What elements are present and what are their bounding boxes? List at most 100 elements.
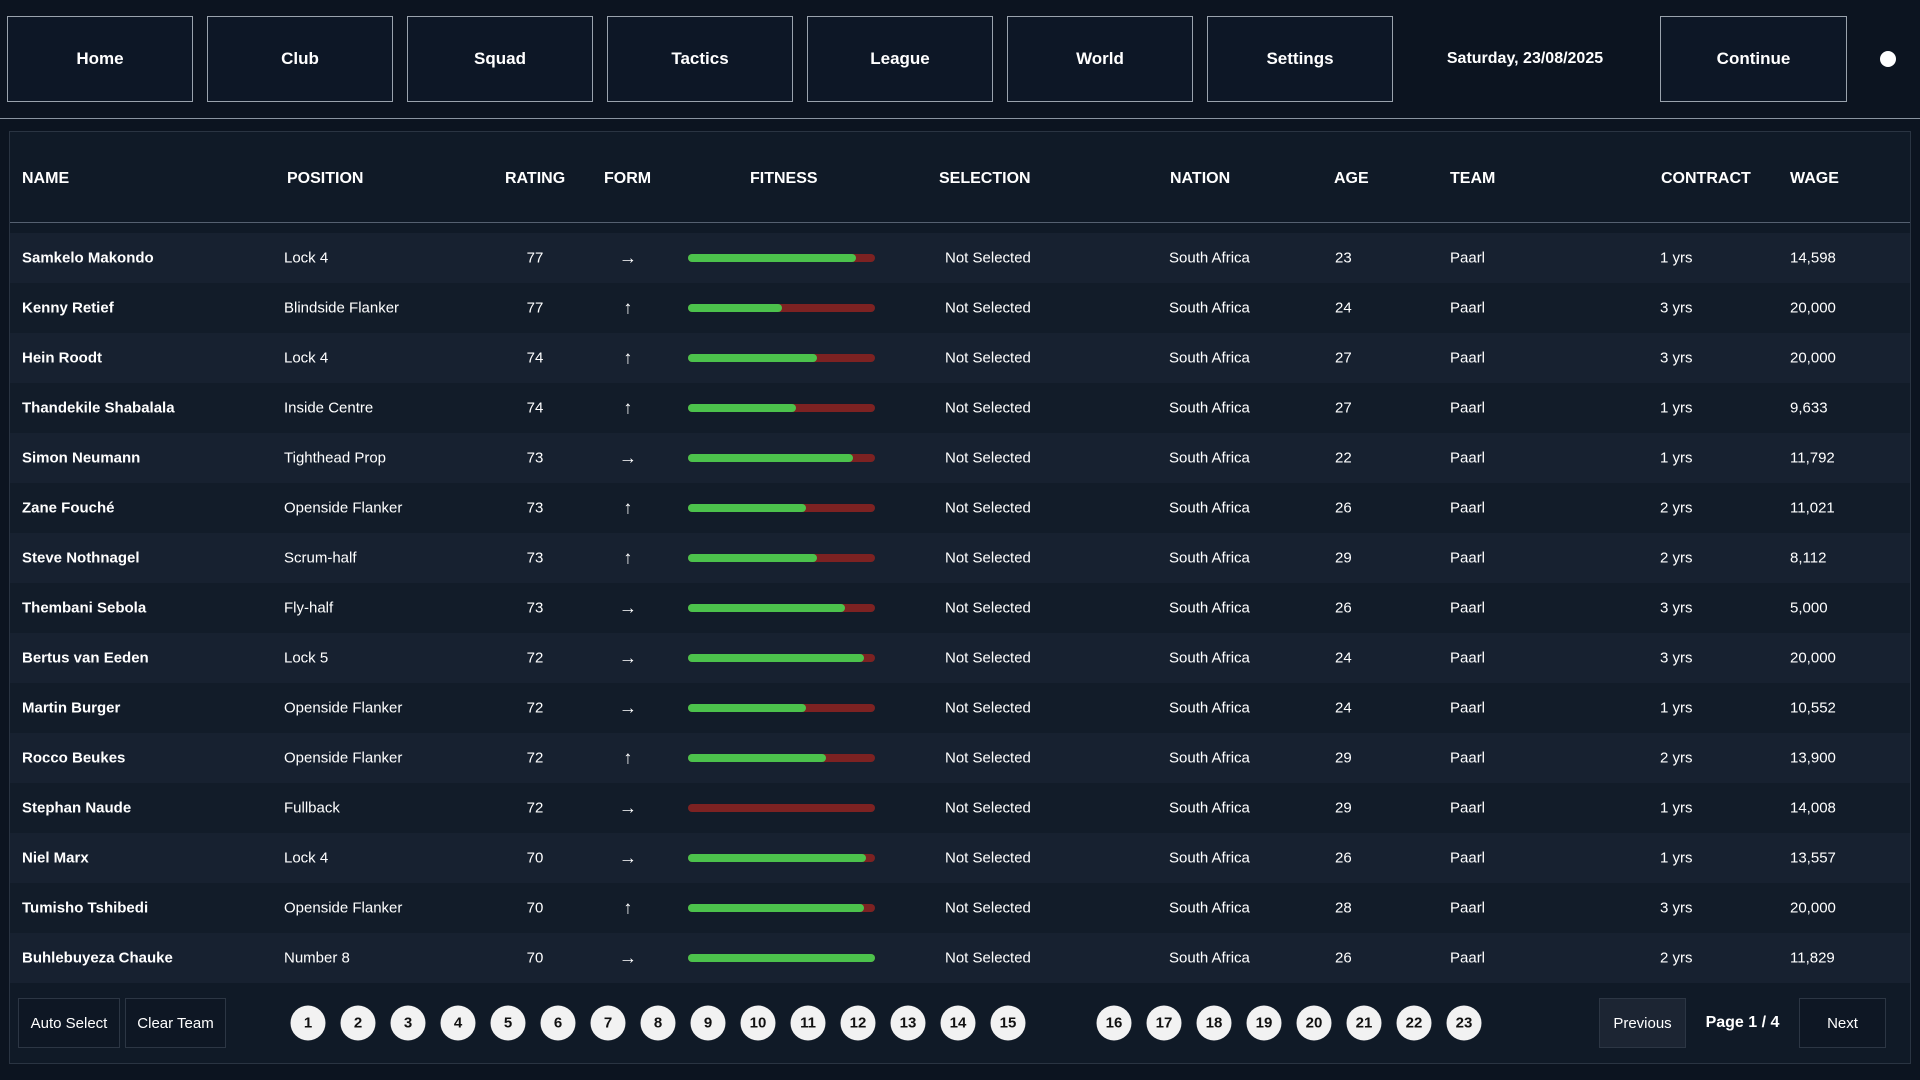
fitness-bar bbox=[688, 304, 782, 312]
nav-button[interactable]: Settings bbox=[1207, 16, 1393, 102]
cell-team: Paarl bbox=[1450, 299, 1486, 317]
cell-selection: Not Selected bbox=[945, 899, 1031, 917]
nav-button[interactable]: Home bbox=[7, 16, 193, 102]
page-button[interactable]: 22 bbox=[1396, 1005, 1432, 1041]
page-button[interactable]: 7 bbox=[590, 1005, 626, 1041]
page-button[interactable]: 1 bbox=[290, 1005, 326, 1041]
fitness-bar bbox=[688, 354, 818, 362]
nav-button[interactable]: Tactics bbox=[607, 16, 793, 102]
cell-rating: 73 bbox=[526, 449, 544, 467]
cell-selection: Not Selected bbox=[945, 799, 1031, 817]
table-row bbox=[10, 833, 1910, 883]
cell-name: Tumisho Tshibedi bbox=[22, 899, 149, 917]
cell-position: Inside Centre bbox=[284, 399, 374, 417]
page-button[interactable]: 9 bbox=[690, 1005, 726, 1041]
page-button[interactable]: 10 bbox=[740, 1005, 776, 1041]
page-button[interactable]: 11 bbox=[790, 1005, 826, 1041]
cell-rating: 74 bbox=[526, 399, 544, 417]
cell-form: → bbox=[619, 947, 637, 968]
cell-position: Fly-half bbox=[284, 599, 334, 617]
page-button[interactable]: 14 bbox=[940, 1005, 976, 1041]
cell-nation: South Africa bbox=[1169, 649, 1250, 667]
cell-team: Paarl bbox=[1450, 549, 1486, 567]
cell-wage: 14,598 bbox=[1790, 249, 1836, 267]
table-row bbox=[10, 333, 1910, 383]
cell-name: Stephan Naude bbox=[22, 799, 132, 817]
cell-rating: 72 bbox=[526, 699, 544, 717]
cell-selection: Not Selected bbox=[945, 949, 1031, 967]
header-divider bbox=[10, 222, 1910, 223]
cell-selection: Not Selected bbox=[945, 499, 1031, 517]
column-header: POSITION bbox=[287, 170, 364, 187]
previous-button[interactable]: Previous bbox=[1599, 998, 1686, 1048]
page-button[interactable]: 8 bbox=[640, 1005, 676, 1041]
fitness-track bbox=[688, 304, 875, 312]
page-button[interactable]: 19 bbox=[1246, 1005, 1282, 1041]
cell-age: 27 bbox=[1335, 399, 1352, 417]
cell-team: Paarl bbox=[1450, 349, 1486, 367]
cell-nation: South Africa bbox=[1169, 449, 1250, 467]
cell-form: → bbox=[619, 597, 637, 618]
page-button[interactable]: 6 bbox=[540, 1005, 576, 1041]
cell-position: Lock 5 bbox=[284, 649, 329, 667]
cell-form: ↑ bbox=[623, 747, 633, 768]
cell-position: Lock 4 bbox=[284, 249, 329, 267]
cell-position: Openside Flanker bbox=[284, 899, 403, 917]
cell-contract: 3 yrs bbox=[1660, 649, 1693, 667]
cell-team: Paarl bbox=[1450, 849, 1486, 867]
continue-button[interactable]: Continue bbox=[1660, 16, 1847, 102]
column-header: FITNESS bbox=[750, 170, 818, 187]
page-button[interactable]: 4 bbox=[440, 1005, 476, 1041]
fitness-bar bbox=[688, 654, 864, 662]
cell-wage: 11,792 bbox=[1790, 449, 1835, 467]
nav-button[interactable]: Club bbox=[207, 16, 393, 102]
nav-button[interactable]: League bbox=[807, 16, 993, 102]
cell-position: Lock 4 bbox=[284, 349, 329, 367]
cell-name: Martin Burger bbox=[22, 699, 121, 717]
cell-team: Paarl bbox=[1450, 949, 1486, 967]
cell-wage: 5,000 bbox=[1790, 599, 1828, 617]
cell-form: → bbox=[619, 847, 637, 868]
page-button[interactable]: 13 bbox=[890, 1005, 926, 1041]
cell-age: 26 bbox=[1335, 499, 1352, 517]
page-button[interactable]: 17 bbox=[1146, 1005, 1182, 1041]
clear-team-button[interactable]: Clear Team bbox=[125, 998, 226, 1048]
page-button[interactable]: 5 bbox=[490, 1005, 526, 1041]
table-row bbox=[10, 533, 1910, 583]
cell-nation: South Africa bbox=[1169, 799, 1250, 817]
cell-age: 28 bbox=[1335, 899, 1352, 917]
cell-form: ↑ bbox=[623, 347, 633, 368]
page-button[interactable]: 12 bbox=[840, 1005, 876, 1041]
page-button[interactable]: 18 bbox=[1196, 1005, 1232, 1041]
auto-select-button[interactable]: Auto Select bbox=[18, 998, 120, 1048]
page-button[interactable]: 2 bbox=[340, 1005, 376, 1041]
page-button[interactable]: 3 bbox=[390, 1005, 426, 1041]
nav-button[interactable]: Squad bbox=[407, 16, 593, 102]
cell-team: Paarl bbox=[1450, 599, 1486, 617]
cell-nation: South Africa bbox=[1169, 549, 1250, 567]
page-button[interactable]: 21 bbox=[1346, 1005, 1382, 1041]
cell-position: Lock 4 bbox=[284, 849, 329, 867]
page-button[interactable]: 20 bbox=[1296, 1005, 1332, 1041]
table-row bbox=[10, 233, 1910, 283]
cell-age: 26 bbox=[1335, 949, 1352, 967]
cell-name: Rocco Beukes bbox=[22, 749, 126, 767]
cell-position: Tighthead Prop bbox=[284, 449, 387, 467]
cell-contract: 1 yrs bbox=[1660, 249, 1693, 267]
page-button[interactable]: 15 bbox=[990, 1005, 1026, 1041]
page-button[interactable]: 16 bbox=[1096, 1005, 1132, 1041]
cell-form: ↑ bbox=[623, 497, 633, 518]
table-row bbox=[10, 383, 1910, 433]
cell-position: Scrum-half bbox=[284, 549, 357, 567]
nav-button[interactable]: World bbox=[1007, 16, 1193, 102]
cell-selection: Not Selected bbox=[945, 349, 1031, 367]
page-button[interactable]: 23 bbox=[1446, 1005, 1482, 1041]
cell-team: Paarl bbox=[1450, 799, 1486, 817]
cell-selection: Not Selected bbox=[945, 599, 1031, 617]
fitness-bar bbox=[688, 554, 818, 562]
cell-rating: 70 bbox=[526, 849, 544, 867]
column-header: NATION bbox=[1170, 170, 1231, 187]
next-button[interactable]: Next bbox=[1799, 998, 1886, 1048]
cell-team: Paarl bbox=[1450, 499, 1486, 517]
cell-rating: 72 bbox=[526, 649, 544, 667]
